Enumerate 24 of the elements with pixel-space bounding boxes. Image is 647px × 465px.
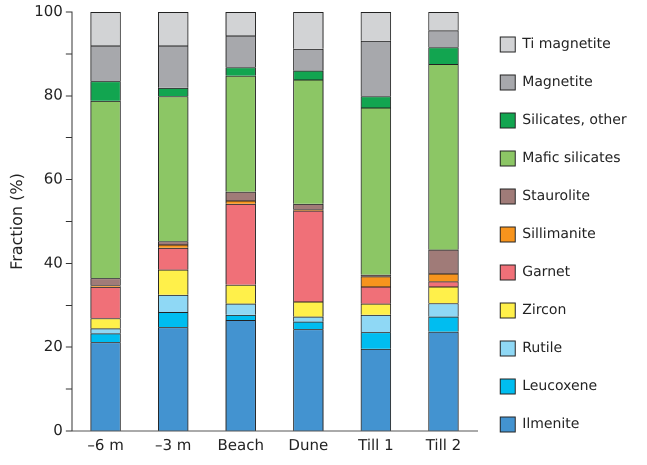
x-tick-label: Till 1 <box>357 436 394 454</box>
legend-label: Zircon <box>522 302 566 318</box>
x-tick-label: Till 2 <box>424 436 462 454</box>
legend-label: Mafic silicates <box>522 150 621 166</box>
y-tick-label: 100 <box>34 2 63 20</box>
legend-label: Ti magnetite <box>521 36 611 52</box>
x-tick-label: Beach <box>218 436 264 454</box>
legend-label: Ilmenite <box>522 416 580 432</box>
legend-label: Leucoxene <box>522 378 598 394</box>
x-tick-label: –6 m <box>87 436 124 454</box>
y-tick-label: 20 <box>44 337 63 356</box>
y-tick-label: 0 <box>53 420 63 439</box>
x-tick-label: Dune <box>288 436 328 454</box>
y-tick-label: 40 <box>44 253 63 272</box>
y-tick-label: 80 <box>44 86 63 104</box>
legend-label: Garnet <box>522 264 571 280</box>
legend-label: Magnetite <box>522 74 593 90</box>
legend-label: Silicates, other <box>522 112 627 128</box>
legend-label: Rutile <box>522 340 562 356</box>
legend-label: Sillimanite <box>522 226 596 242</box>
x-tick-label: –3 m <box>154 436 192 454</box>
legend-label: Staurolite <box>522 188 590 204</box>
y-tick-label: 60 <box>44 169 63 188</box>
y-axis-title: Fraction (%) <box>6 173 26 270</box>
